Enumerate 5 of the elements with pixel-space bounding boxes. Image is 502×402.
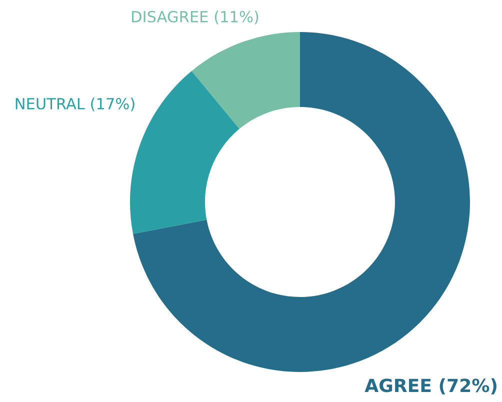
donut-slice [133, 32, 470, 372]
slice-label: AGREE (72%) [364, 378, 496, 394]
slice-label: NEUTRAL (17%) [16, 98, 134, 112]
slice-label: DISAGREE (11%) [132, 10, 258, 24]
donut-slice [192, 32, 300, 129]
